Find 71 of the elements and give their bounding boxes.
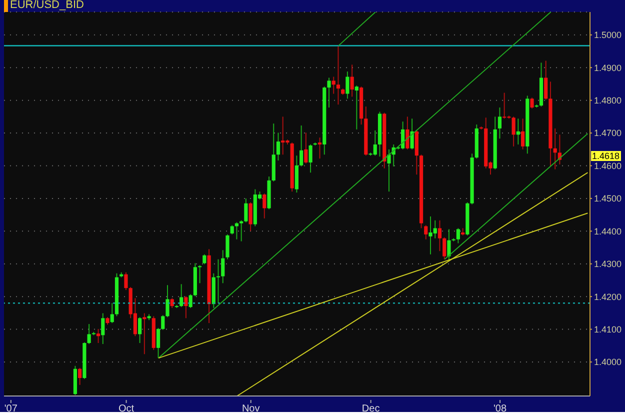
candlestick	[161, 314, 165, 330]
y-tick-label: 1.5000	[594, 30, 622, 40]
candlestick	[350, 64, 354, 98]
candlestick	[221, 250, 225, 284]
candlestick	[248, 202, 252, 232]
y-tick-label: 1.4900	[594, 62, 622, 73]
candlestick	[244, 198, 248, 223]
candlestick	[198, 264, 202, 284]
candlestick	[424, 224, 428, 240]
x-tick-label: '08	[494, 403, 507, 414]
candlestick	[216, 258, 220, 304]
candlestick	[346, 71, 350, 100]
y-tick-label: 1.4400	[594, 226, 622, 236]
candlestick	[354, 85, 358, 130]
candlestick	[438, 220, 442, 252]
candlestick	[308, 144, 312, 174]
candlestick	[101, 312, 105, 344]
candlestick	[332, 76, 336, 94]
candlestick	[406, 116, 410, 150]
candlestick	[262, 193, 266, 219]
candlestick	[184, 296, 188, 319]
x-tick-label: Oct	[118, 403, 134, 414]
candlestick	[512, 116, 516, 147]
candlestick	[87, 324, 91, 344]
candlestick	[318, 137, 322, 160]
y-tick-label: 1.4700	[594, 128, 622, 138]
x-tick-label: '07	[4, 403, 18, 414]
text: 1.4618	[591, 150, 621, 161]
y-tick-label: 1.4300	[594, 259, 622, 270]
candlestick	[202, 254, 206, 265]
candlestick	[188, 294, 192, 309]
candlestick	[498, 107, 502, 140]
candlestick	[226, 234, 230, 260]
candlestick	[410, 118, 414, 150]
y-tick-label: 1.4000	[594, 357, 622, 368]
y-tick-label: 1.4600	[594, 160, 622, 171]
y-tick-label: 1.4100	[594, 324, 622, 334]
candlestick	[456, 228, 460, 244]
candlestick	[336, 45, 340, 106]
candlestick	[180, 284, 184, 308]
candlestick	[327, 77, 331, 108]
candlestick	[447, 228, 451, 262]
candlestick	[401, 121, 405, 150]
candlestick	[442, 236, 446, 260]
candlestick	[142, 312, 146, 355]
y-tick-label: 1.4800	[594, 96, 622, 106]
candlestick	[553, 128, 557, 170]
x-tick-label: Dec	[362, 403, 380, 414]
candlestick	[240, 220, 244, 242]
x-tick-label: Nov	[242, 403, 260, 414]
candlestick	[294, 155, 298, 194]
candlestick	[520, 118, 525, 150]
candlestick	[166, 284, 170, 318]
candlestick	[138, 316, 142, 344]
candlestick	[230, 224, 234, 235]
candlestick	[156, 327, 160, 359]
candlestick	[502, 92, 506, 120]
candlestick	[530, 97, 534, 109]
candlestick	[387, 148, 391, 192]
candlestick	[110, 302, 114, 324]
candlestick	[300, 125, 304, 167]
candlestick	[96, 328, 100, 344]
candlestick	[276, 132, 280, 161]
y-tick-label: 1.4200	[594, 292, 622, 302]
candlestick	[124, 272, 128, 291]
y-tick-label: 1.4500	[594, 194, 622, 204]
candlestick	[304, 132, 308, 164]
candlestick	[170, 298, 174, 309]
candlestick	[78, 367, 82, 386]
candlestick	[544, 60, 548, 100]
chart-title: EUR/USD_BID	[4, 0, 84, 12]
